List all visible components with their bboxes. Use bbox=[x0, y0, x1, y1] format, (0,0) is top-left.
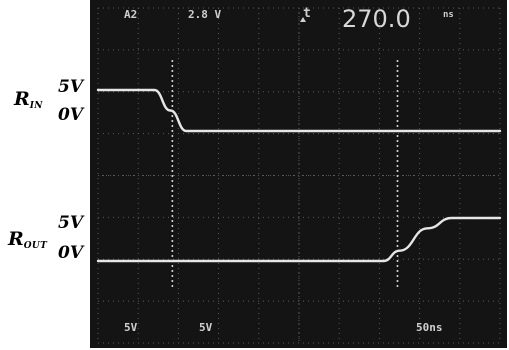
trigger-level-readout: 2.8 V bbox=[188, 8, 221, 21]
time-readout-unit: ns bbox=[443, 10, 454, 20]
rin-label-main: R bbox=[14, 88, 30, 110]
rin-label: RIN bbox=[14, 88, 43, 111]
time-readout: 270.0 bbox=[342, 5, 411, 33]
rout-high-level: 5V bbox=[58, 213, 84, 233]
svg-text:t: t bbox=[303, 6, 311, 21]
rout-label-sub: OUT bbox=[23, 241, 48, 251]
grid bbox=[97, 7, 501, 344]
trace-r-in bbox=[96, 88, 502, 133]
channel-readout: A2 bbox=[124, 8, 137, 21]
ch1-scale-readout: 5V bbox=[124, 321, 138, 334]
trigger-arrow-icon: t bbox=[300, 6, 311, 22]
scope-screen: A2 2.8 V t 270.0 ns 5V 5V 50ns bbox=[90, 0, 507, 348]
trace-r-out bbox=[96, 216, 502, 263]
rin-low-level: 0V bbox=[58, 105, 84, 125]
scope-svg: A2 2.8 V t 270.0 ns 5V 5V 50ns bbox=[90, 0, 507, 348]
rout-label: ROUT bbox=[8, 228, 47, 251]
ch2-scale-readout: 5V bbox=[199, 321, 213, 334]
rin-label-sub: IN bbox=[29, 101, 43, 111]
rin-high-level: 5V bbox=[58, 77, 84, 97]
rout-label-main: R bbox=[8, 228, 24, 250]
timebase-readout: 50ns bbox=[416, 321, 443, 334]
traces bbox=[96, 88, 502, 263]
rout-low-level: 0V bbox=[58, 243, 84, 263]
